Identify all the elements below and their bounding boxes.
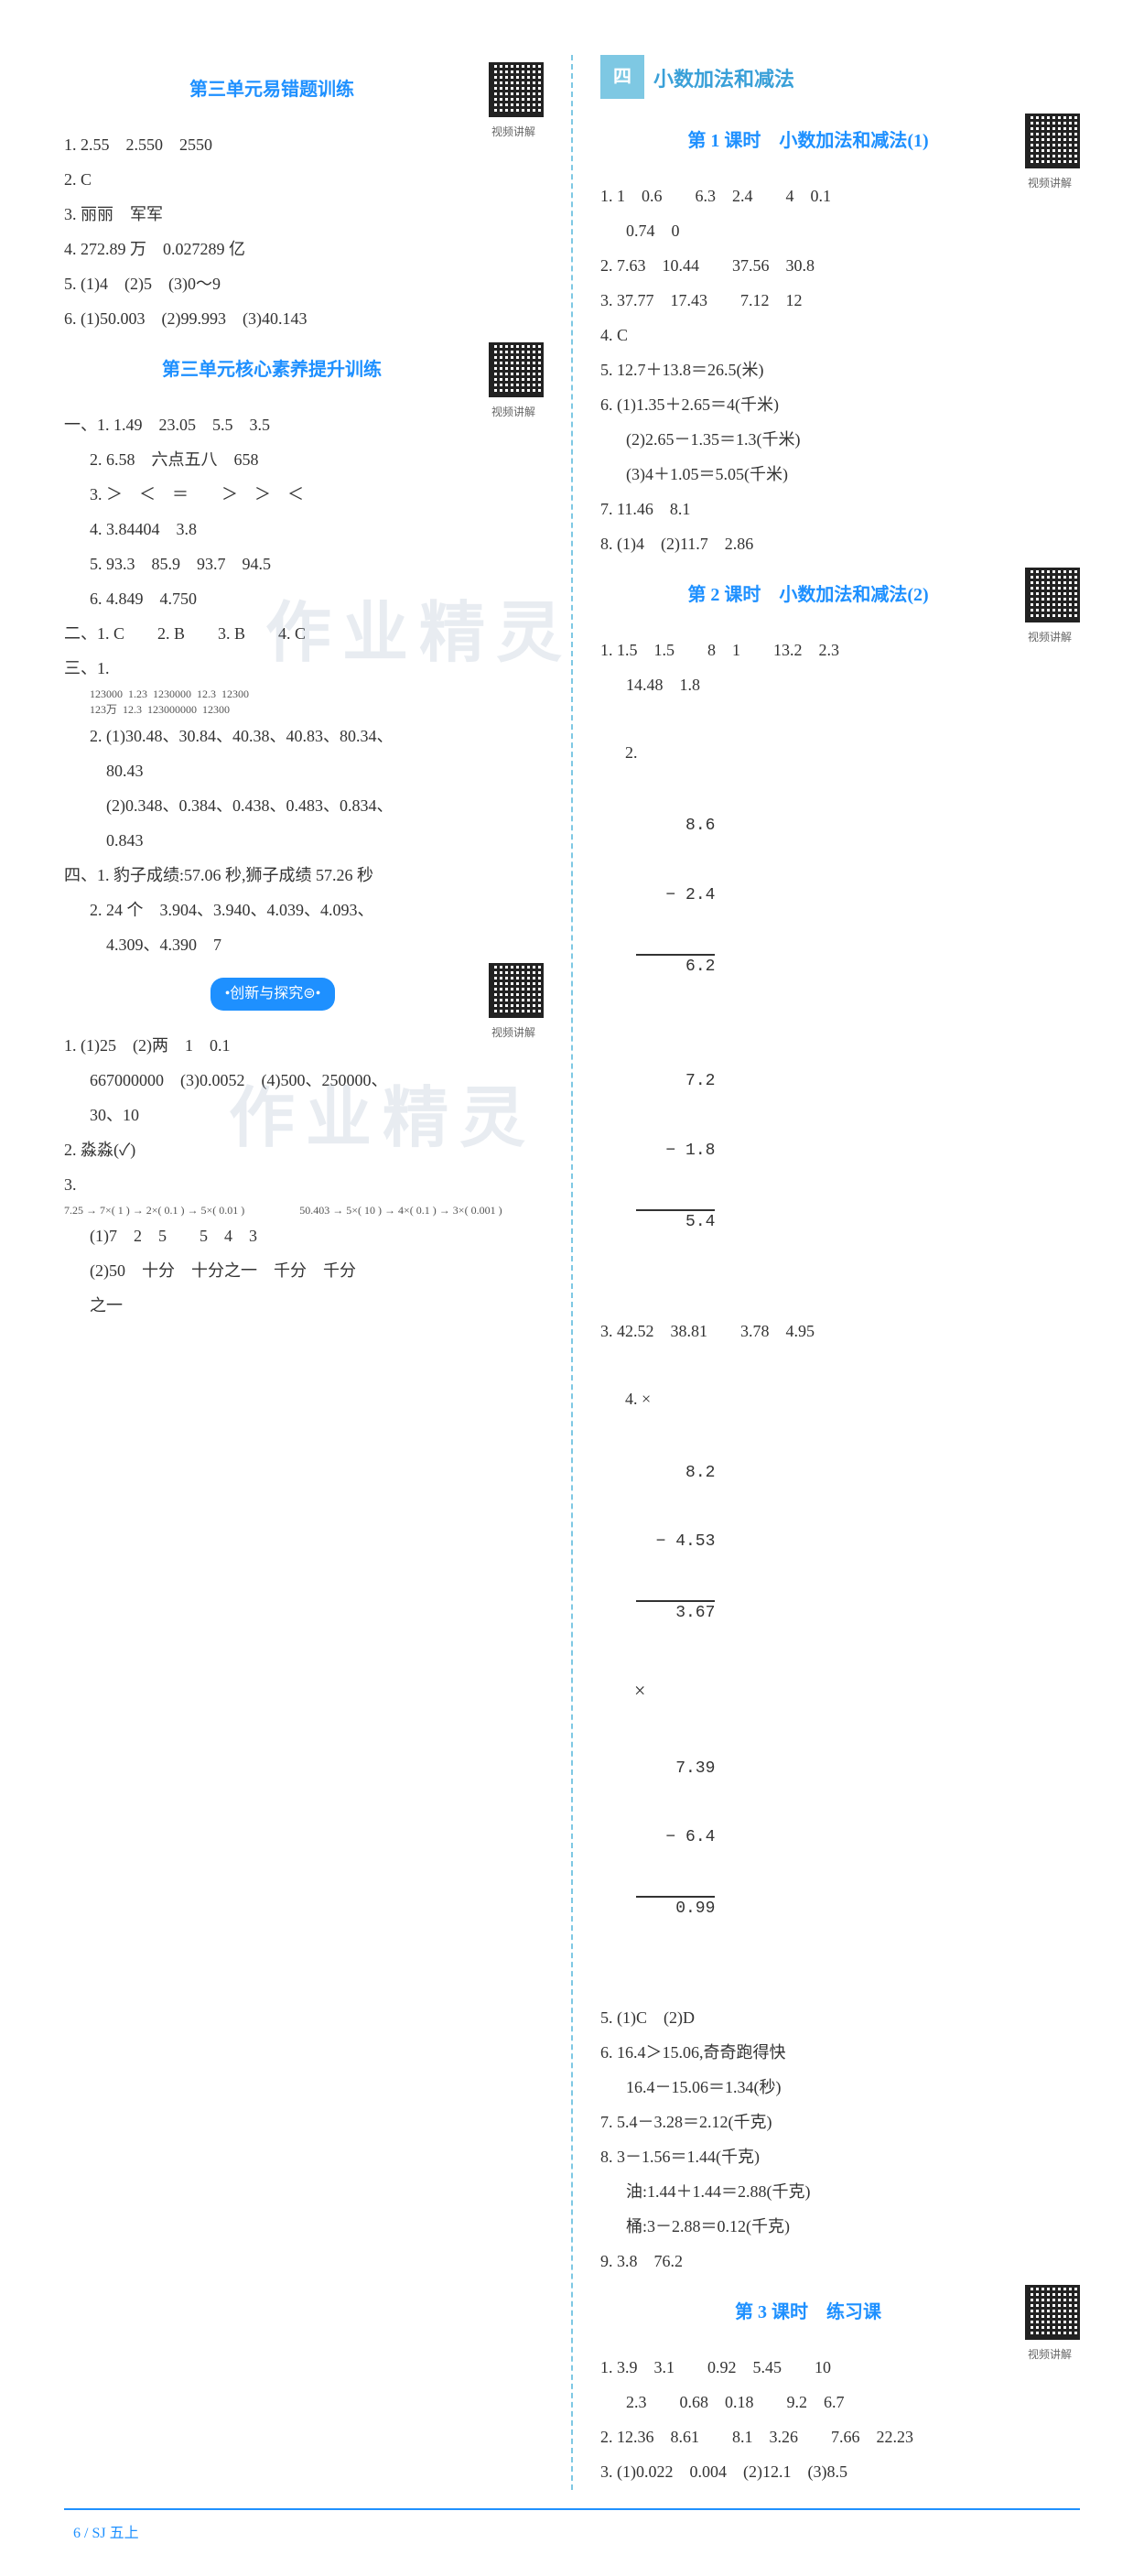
answer-line: 一、1. 1.49 23.05 5.5 3.5: [64, 408, 544, 441]
answer-line: 2. 淼淼(✓): [64, 1133, 544, 1166]
answer-line: 30、10: [64, 1099, 544, 1131]
answer-line: 桶:3－2.88＝0.12(千克): [600, 2210, 1080, 2243]
answer-line: (2)2.65－1.35＝1.3(千米): [600, 423, 1080, 456]
section-pill: •创新与探究⊜•: [210, 978, 336, 1011]
answer-line: 1. 2.55 2.550 2550: [64, 128, 544, 161]
answer-line: 2. 6.58 六点五八 658: [64, 443, 544, 476]
answer-line: 3.: [64, 1168, 544, 1201]
answer-line: 2. (1)30.48、30.84、40.38、40.83、80.34、: [64, 720, 544, 752]
qr-label: 视频讲解: [1020, 172, 1080, 194]
answer-line: 1. 1 0.6 6.3 2.4 4 0.1: [600, 179, 1080, 212]
decompose-diagram: 7.25 → 7×( 1 ) → 2×( 0.1 ) → 5×( 0.01 ) …: [64, 1203, 544, 1218]
answer-line: 16.4－15.06＝1.34(秒): [600, 2071, 1080, 2104]
answer-line: 8. (1)4 (2)11.7 2.86: [600, 527, 1080, 560]
answer-line: (2)50 十分 十分之一 千分 千分: [64, 1254, 544, 1287]
answer-line: 6. 16.4＞15.06,奇奇跑得快: [600, 2036, 1080, 2069]
answer-line: 3. ＞ ＜ ＝ ＞ ＞ ＜: [64, 478, 544, 511]
answer-line: 5. (1)4 (2)5 (3)0～9: [64, 267, 544, 300]
answer-line: 80.43: [64, 754, 544, 787]
right-column: 四 小数加法和减法 视频讲解 第 1 课时 小数加法和减法(1) 1. 1 0.…: [600, 55, 1080, 2490]
answer-line: 四、1. 豹子成绩:57.06 秒,狮子成绩 57.26 秒: [64, 859, 544, 892]
qr-label: 视频讲解: [1020, 2343, 1080, 2365]
vertical-calc: 7.2 − 1.8 5.4: [636, 1024, 715, 1280]
footer-rule: [64, 2508, 1080, 2510]
answer-line: 0.843: [64, 824, 544, 857]
answer-line: 6. (1)1.35＋2.65＝4(千米): [600, 388, 1080, 421]
qr-icon: [1025, 114, 1080, 168]
vertical-calc-row: 4. × 8.2 − 4.53 3.67 × 7.39 − 6.4 0.99: [600, 1349, 1080, 1999]
section-title: 第三单元核心素养提升训练: [64, 342, 544, 388]
answer-line: 之一: [64, 1289, 544, 1322]
row-label: 4. ×: [625, 1390, 651, 1408]
qr-icon: [489, 62, 544, 117]
answer-line: (3)4＋1.05＝5.05(千米): [600, 458, 1080, 491]
answer-line: 2. C: [64, 163, 544, 196]
answer-line: 4. 3.84404 3.8: [64, 513, 544, 546]
page-footer: 6 / SJ 五上: [64, 2519, 1080, 2549]
answer-line: 667000000 (3)0.0052 (4)500、250000、: [64, 1064, 544, 1097]
qr-label: 视频讲解: [483, 121, 544, 143]
diagram-right: 50.403 → 5×( 10 ) → 4×( 0.1 ) → 3×( 0.00…: [299, 1203, 502, 1218]
answer-line: 14.48 1.8: [600, 668, 1080, 701]
answer-line: 1. 1.5 1.5 8 1 13.2 2.3: [600, 633, 1080, 666]
answer-line: (2)0.348、0.384、0.438、0.483、0.834、: [64, 789, 544, 822]
unit-badge: 四: [600, 55, 644, 99]
qr-icon: [489, 963, 544, 1018]
lesson-title: 第 1 课时 小数加法和减法(1): [600, 114, 1080, 159]
answer-line: 2. 12.36 8.61 8.1 3.26 7.66 22.23: [600, 2420, 1080, 2453]
answer-line: 2. 7.63 10.44 37.56 30.8: [600, 249, 1080, 282]
section-title: 第三单元易错题训练: [64, 62, 544, 108]
answer-line: 4.309、4.390 7: [64, 928, 544, 961]
answer-line: 9. 3.8 76.2: [600, 2245, 1080, 2278]
answer-line: 2.3 0.68 0.18 9.2 6.7: [600, 2386, 1080, 2419]
answer-line: 1. (1)25 (2)两 1 0.1: [64, 1029, 544, 1062]
answer-line: 6. (1)50.003 (2)99.993 (3)40.143: [64, 302, 544, 335]
answer-line: 三、1.: [64, 652, 544, 685]
qr-label: 视频讲解: [483, 1022, 544, 1044]
vertical-calc: 8.2 − 4.53 3.67: [636, 1415, 715, 1671]
column-divider: [571, 55, 573, 2490]
vertical-calc-row: 2. 8.6 − 2.4 6.2 7.2 − 1.8 5.4: [600, 703, 1080, 1313]
answer-line: 4. 272.89 万 0.027289 亿: [64, 233, 544, 265]
lesson-title: 第 3 课时 练习课: [600, 2285, 1080, 2331]
answer-line: 5. 12.7＋13.8＝26.5(米): [600, 353, 1080, 386]
qr-icon: [1025, 2285, 1080, 2340]
qr-label: 视频讲解: [1020, 626, 1080, 648]
vertical-calc: 8.6 − 2.4 6.2: [636, 769, 715, 1024]
answer-line: 8. 3－1.56＝1.44(千克): [600, 2140, 1080, 2173]
matching-diagram: 123000 1.23 1230000 12.3 12300 123万 12.3…: [64, 687, 544, 718]
answer-line: 3. 丽丽 军军: [64, 198, 544, 231]
answer-line: 7. 5.4－3.28＝2.12(千克): [600, 2105, 1080, 2138]
answer-line: 3. 37.77 17.43 7.12 12: [600, 284, 1080, 317]
answer-line: 二、1. C 2. B 3. B 4. C: [64, 617, 544, 650]
unit-header: 四 小数加法和减法: [600, 55, 1080, 104]
answer-line: 油:1.44＋1.44＝2.88(千克): [600, 2175, 1080, 2208]
qr-label: 视频讲解: [483, 401, 544, 423]
qr-icon: [1025, 568, 1080, 622]
answer-line: 5. 93.3 85.9 93.7 94.5: [64, 547, 544, 580]
answer-line: 3. (1)0.022 0.004 (2)12.1 (3)8.5: [600, 2455, 1080, 2488]
row-label: 2.: [625, 743, 638, 762]
lesson-title: 第 2 课时 小数加法和减法(2): [600, 568, 1080, 613]
answer-line: 2. 24 个 3.904、3.940、4.039、4.093、: [64, 893, 544, 926]
left-column: 视频讲解 第三单元易错题训练 1. 2.55 2.550 2550 2. C 3…: [64, 55, 544, 2490]
answer-line: 1. 3.9 3.1 0.92 5.45 10: [600, 2351, 1080, 2384]
unit-title: 小数加法和减法: [653, 60, 794, 100]
answer-line: 7. 11.46 8.1: [600, 492, 1080, 525]
answer-line: 5. (1)C (2)D: [600, 2001, 1080, 2034]
vertical-calc: 7.39 − 6.4 0.99: [636, 1711, 715, 1966]
diagram-left: 7.25 → 7×( 1 ) → 2×( 0.1 ) → 5×( 0.01 ): [64, 1203, 244, 1218]
answer-line: 4. C: [600, 319, 1080, 352]
answer-line: (1)7 2 5 5 4 3: [64, 1219, 544, 1252]
answer-line: 3. 42.52 38.81 3.78 4.95: [600, 1315, 1080, 1348]
qr-icon: [489, 342, 544, 397]
answer-line: 0.74 0: [600, 214, 1080, 247]
answer-line: 6. 4.849 4.750: [64, 582, 544, 615]
